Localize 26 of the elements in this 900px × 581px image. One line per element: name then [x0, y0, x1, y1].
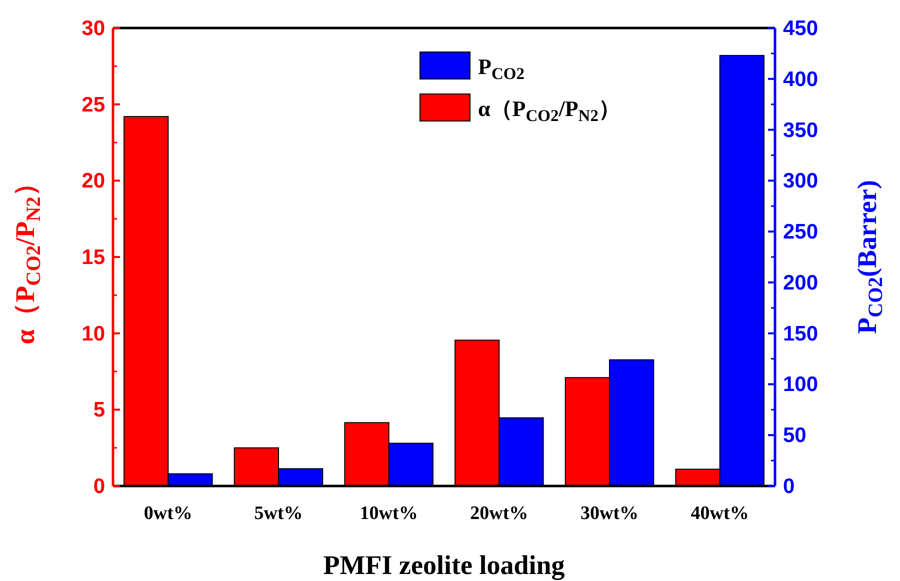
- y-tick-label: 25: [82, 93, 106, 116]
- x-tick-label: 20wt%: [470, 503, 528, 524]
- y2-tick-label: 200: [783, 271, 818, 294]
- y2-tick-label: 300: [783, 170, 818, 193]
- x-tick-label: 0wt%: [144, 503, 192, 524]
- y2-tick-label: 0: [783, 475, 795, 498]
- y2-tick-label: 400: [783, 68, 818, 91]
- y-tick-label: 10: [82, 322, 105, 346]
- legend-label: α（P$_{CO2}$/P$_{N2}$）: [478, 96, 620, 125]
- y2-tick-label: 100: [783, 373, 818, 396]
- y2-tick-label: 250: [783, 220, 818, 244]
- y-tick-label: 20: [82, 170, 105, 193]
- legend-label: P$_{CO2}$: [478, 54, 524, 83]
- x-tick-label: 5wt%: [254, 503, 303, 524]
- y2-tick-label: 50: [783, 424, 806, 448]
- x-tick-label: 30wt%: [580, 503, 639, 524]
- y-tick-label: 30: [82, 17, 105, 40]
- y2-tick-label: 450: [783, 17, 818, 40]
- y2-tick-label: 150: [783, 322, 818, 346]
- y-tick-label: 0: [93, 475, 105, 498]
- x-axis-title: PMFI zeolite loading: [323, 550, 566, 580]
- x-tick-label: 10wt%: [360, 503, 418, 524]
- y-tick-label: 15: [82, 246, 106, 269]
- x-tick-label: 40wt%: [690, 503, 749, 524]
- y-tick-label: 5: [93, 398, 106, 422]
- y2-tick-label: 350: [783, 118, 818, 142]
